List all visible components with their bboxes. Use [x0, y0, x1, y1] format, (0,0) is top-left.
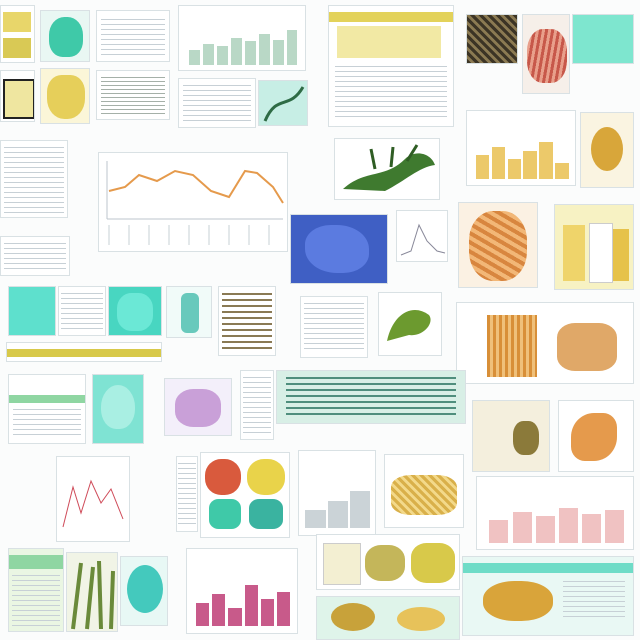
- thumb-table-3: [58, 286, 106, 336]
- thumb-woven: [384, 454, 464, 528]
- thumb-yellow-frame: [0, 70, 35, 122]
- thumb-teal-specimen: [40, 10, 90, 62]
- thumb-red-specimen: [522, 14, 570, 94]
- thumb-yellow-panels: [0, 5, 35, 63]
- thumb-table: [96, 10, 170, 62]
- thumb-colored-organs: [200, 452, 290, 538]
- thumb-doc-panels: [456, 302, 634, 384]
- thumb-grid-table: [218, 286, 276, 356]
- thumb-bars-grey: [298, 450, 376, 536]
- thumb-blue-fish: [290, 214, 388, 284]
- thumb-bar-chart-pink-1: [476, 476, 634, 550]
- thumb-wide-table: [276, 370, 466, 424]
- thumb-bar-chart-pink-2: [186, 548, 298, 634]
- thumb-texture-dark: [466, 14, 518, 64]
- thumb-leaves: [316, 596, 460, 640]
- thumb-teal-panel: [572, 14, 634, 64]
- thumb-table-4: [240, 370, 274, 440]
- thumb-plant-teal: [258, 80, 308, 126]
- thumb-green-table: [8, 548, 64, 632]
- thumb-table-2: [96, 70, 170, 120]
- thumb-teal-drop: [92, 374, 144, 444]
- thumb-grass: [66, 552, 118, 632]
- thumb-yellow-strip: [6, 342, 162, 362]
- thumb-orange-specimen: [458, 202, 538, 288]
- thumb-sample-photo: [472, 400, 550, 472]
- thumb-jars: [554, 204, 634, 290]
- thumb-orange-leaf: [558, 400, 634, 472]
- thumb-line-chart: [98, 152, 288, 252]
- thumb-lizard: [334, 138, 440, 200]
- thumb-seeds-panel: [316, 534, 460, 590]
- thumb-small-chart: [396, 210, 448, 262]
- thumb-data-list: [178, 78, 256, 128]
- thumb-diagram-purple: [164, 378, 232, 436]
- thumb-teal-fruit: [120, 556, 168, 626]
- thumb-doc-plain: [300, 296, 368, 358]
- thumb-bar-chart-1: [178, 5, 306, 71]
- thumb-chart-green: [8, 374, 86, 444]
- thumb-document-yellow: [328, 5, 454, 127]
- thumb-teal-specimen-2: [8, 286, 56, 336]
- thumb-text-list: [0, 236, 70, 276]
- thumb-yellow-organ: [40, 68, 90, 124]
- thumb-bar-chart-yellow: [466, 110, 576, 186]
- thumb-teal-specimen-3: [108, 286, 162, 336]
- thumb-doc-seed: [462, 556, 634, 636]
- thumb-seed: [580, 112, 634, 188]
- thumb-text-col: [176, 456, 198, 532]
- thumb-bottle: [166, 286, 212, 338]
- thumb-green-plant: [378, 292, 442, 356]
- thumb-table-left: [0, 140, 68, 218]
- thumb-line-chart-red: [56, 456, 130, 542]
